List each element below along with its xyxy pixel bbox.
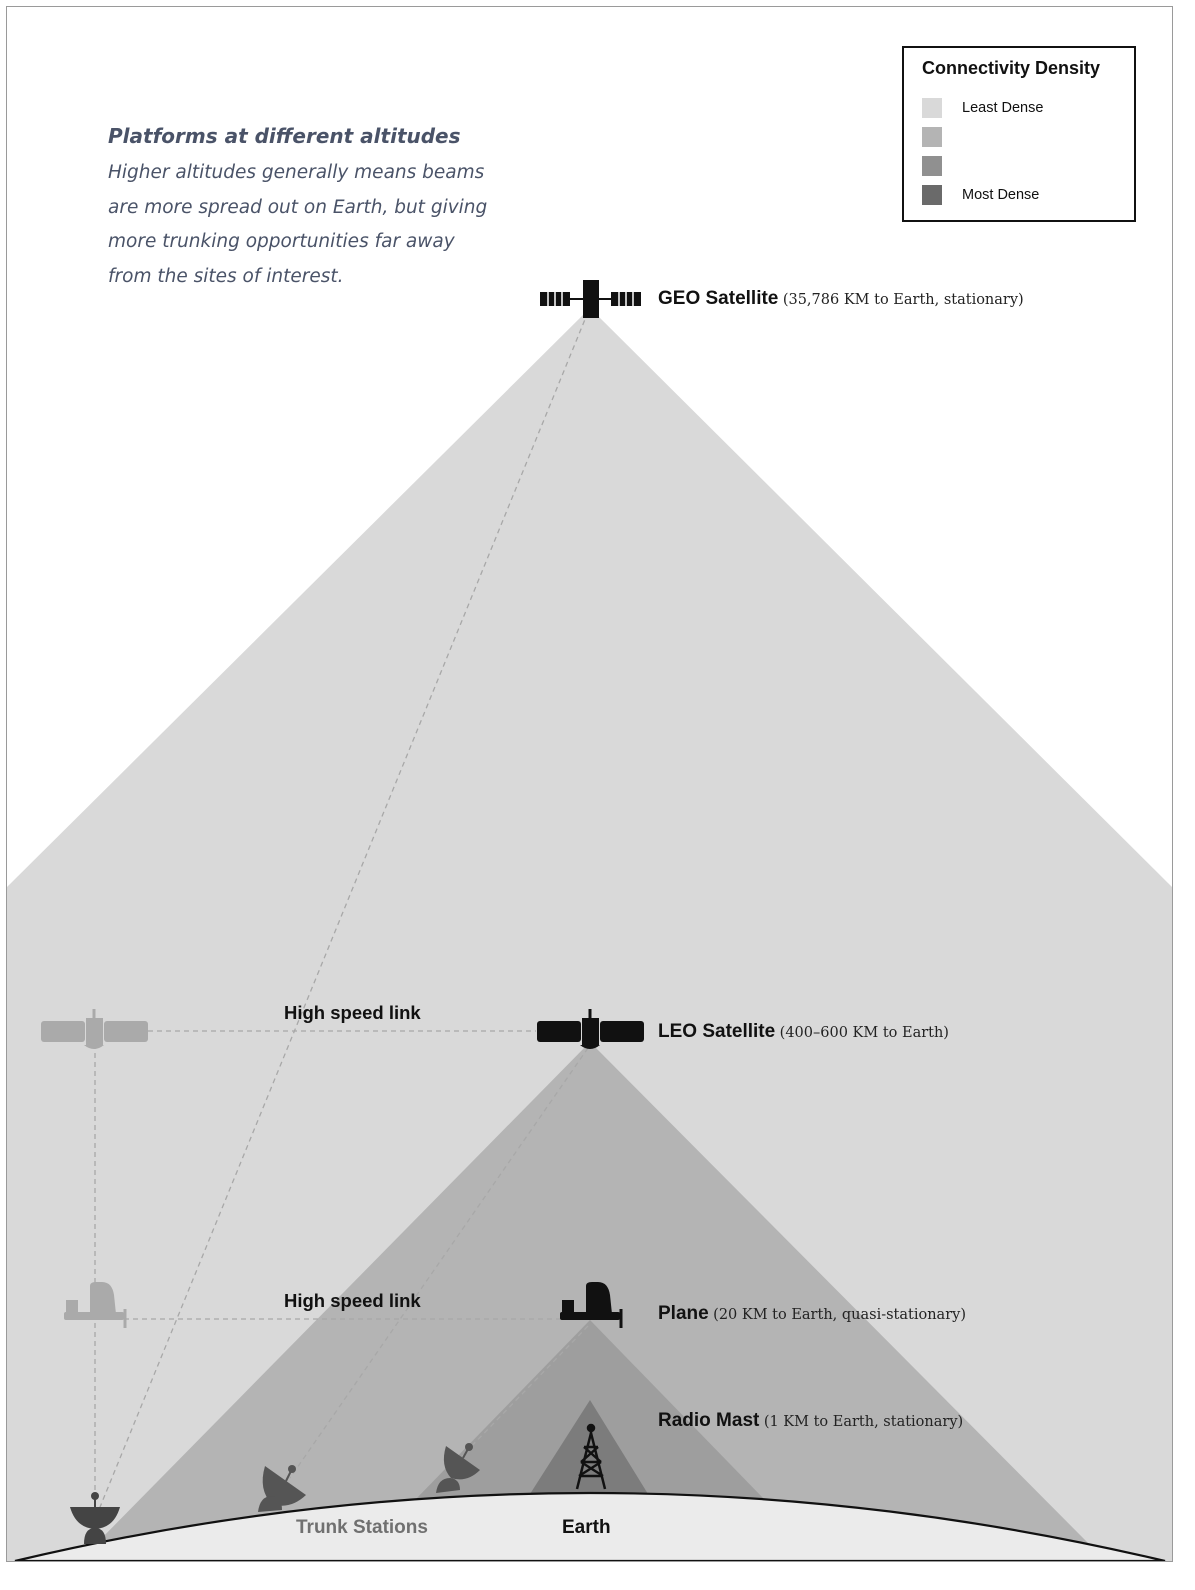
earth-label: Earth xyxy=(562,1517,611,1538)
geo-satellite-name: GEO Satellite xyxy=(658,288,779,309)
figure-frame xyxy=(6,6,1173,1562)
legend-label-4: Most Dense xyxy=(962,187,1040,203)
ghost-plane-icon xyxy=(64,1282,127,1328)
plane-label: Plane (20 KM to Earth, quasi-stationary) xyxy=(658,1303,966,1325)
plane-to-trunk-link xyxy=(461,1325,589,1457)
radio-mast-detail: (1 KM to Earth, stationary) xyxy=(763,1414,964,1430)
legend-swatch-3 xyxy=(922,156,942,176)
plane-icon xyxy=(560,1282,623,1328)
leo-satellite-icon xyxy=(537,1009,644,1049)
geo-satellite-label: GEO Satellite (35,786 KM to Earth, stati… xyxy=(658,288,1024,310)
trunk-station-dish-icon-1 xyxy=(70,1492,120,1544)
geo-to-trunk-link xyxy=(97,311,589,1513)
radio-mast-label: Radio Mast (1 KM to Earth, stationary) xyxy=(658,1410,963,1432)
geo-satellite-icon xyxy=(540,280,641,318)
legend-label-1: Least Dense xyxy=(962,100,1044,116)
satellite-link-label: High speed link xyxy=(284,1002,421,1023)
link-lines xyxy=(94,311,589,1513)
intro-heading: Platforms at different altitudes xyxy=(108,124,461,148)
leo-to-trunk-link xyxy=(289,1047,589,1479)
earth-surface xyxy=(14,1491,1166,1561)
plane-name: Plane xyxy=(658,1303,709,1324)
legend-swatch-2 xyxy=(922,127,942,147)
radio-mast-icon xyxy=(575,1423,607,1490)
trunk-station-dish-icon-3 xyxy=(436,1443,480,1493)
ghost-leo-satellite-icon xyxy=(41,1009,148,1049)
leo-satellite-name: LEO Satellite xyxy=(658,1021,776,1042)
plane-detail: (20 KM to Earth, quasi-stationary) xyxy=(713,1307,966,1323)
trunk-station-dish-icon-2 xyxy=(258,1465,306,1512)
radio-mast-name: Radio Mast xyxy=(658,1410,760,1431)
leo-satellite-label: LEO Satellite (400–600 KM to Earth) xyxy=(658,1021,949,1043)
legend-swatch-1 xyxy=(922,98,942,118)
plane-link-label: High speed link xyxy=(284,1290,421,1311)
legend-swatch-4 xyxy=(922,185,942,205)
trunk-stations-label: Trunk Stations xyxy=(296,1517,428,1538)
geo-satellite-detail: (35,786 KM to Earth, stationary) xyxy=(782,292,1024,308)
legend-title: Connectivity Density xyxy=(922,58,1101,78)
geo-coverage-cone xyxy=(7,308,1172,1561)
leo-satellite-detail: (400–600 KM to Earth) xyxy=(779,1025,949,1041)
intro-text-block: Platforms at different altitudes Higher … xyxy=(108,124,488,294)
density-legend: Connectivity Density Least Dense Most De… xyxy=(902,46,1136,222)
intro-body: Higher altitudes generally means beams a… xyxy=(108,162,488,287)
